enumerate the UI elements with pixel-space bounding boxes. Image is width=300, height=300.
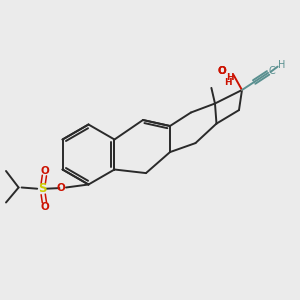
Text: O: O — [56, 183, 65, 193]
Text: H: H — [224, 78, 231, 87]
Text: O: O — [40, 202, 49, 212]
Text: O: O — [217, 66, 226, 76]
Text: S: S — [38, 182, 46, 196]
Text: H: H — [278, 59, 286, 70]
Text: O: O — [218, 66, 226, 76]
Text: O: O — [40, 166, 49, 176]
Text: C: C — [268, 66, 275, 76]
Text: H: H — [226, 74, 233, 82]
